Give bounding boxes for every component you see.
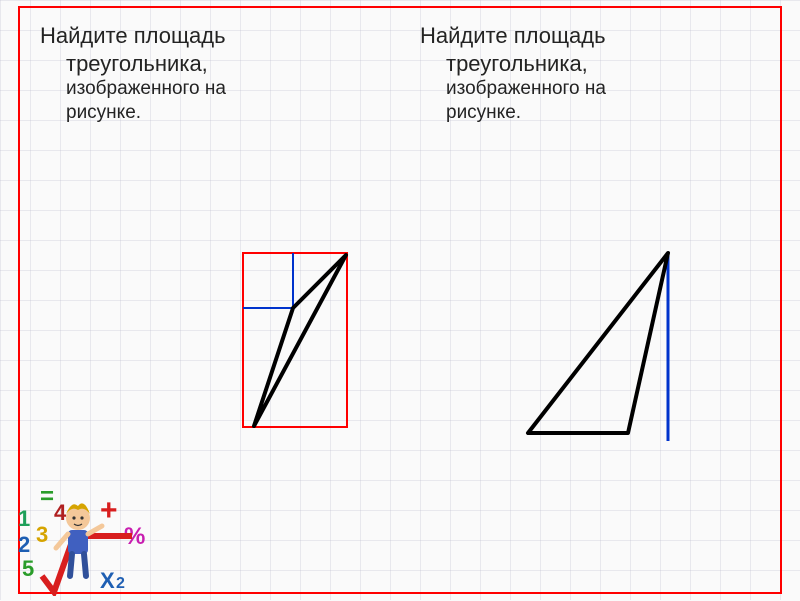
triangle-altitude-svg [520,245,720,445]
right-line1: Найдите площадь [420,22,760,50]
svg-text:2: 2 [18,532,30,557]
left-line3: изображенного на [40,77,380,101]
right-figure [520,245,720,450]
right-line3: изображенного на [420,77,760,101]
left-figure [240,250,350,435]
left-line4: рисунке. [40,101,380,125]
right-line2: треугольника, [420,50,760,78]
triangle-in-rect-svg [240,250,350,430]
clipart-svg: = 1 2 3 4 5 + % X 2 [12,476,152,596]
math-clipart: = 1 2 3 4 5 + % X 2 [12,476,152,596]
svg-text:3: 3 [36,522,48,547]
left-line2: треугольника, [40,50,380,78]
svg-text:2: 2 [116,575,125,592]
svg-text:1: 1 [18,506,30,531]
svg-text:+: + [100,494,118,527]
right-prompt: Найдите площадь треугольника, изображенн… [420,22,760,125]
right-line4: рисунке. [420,101,760,125]
left-line1: Найдите площадь [40,22,380,50]
svg-text:=: = [40,483,54,510]
svg-text:5: 5 [22,556,34,581]
svg-text:4: 4 [54,500,67,525]
left-prompt: Найдите площадь треугольника, изображенн… [40,22,380,125]
svg-text:X: X [100,568,115,593]
